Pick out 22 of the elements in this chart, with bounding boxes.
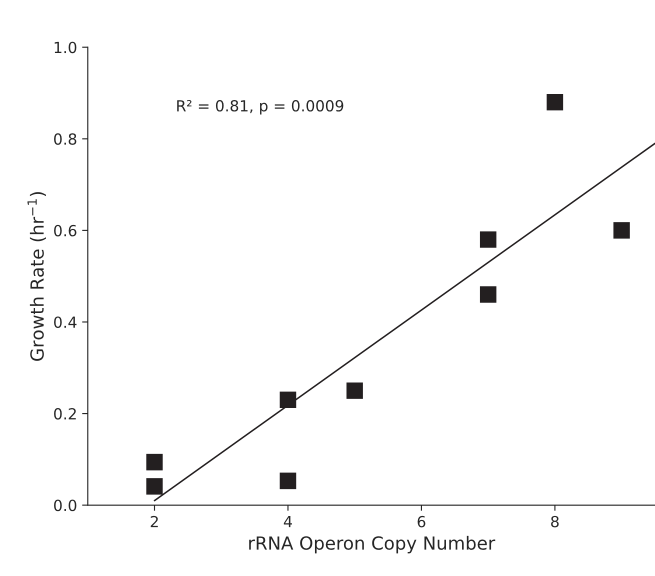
y-tick-label: 0.2 xyxy=(54,408,76,420)
annotation: R² = 0.81, p = 0.0009 xyxy=(177,100,344,115)
x-tick-label: 8 xyxy=(551,516,559,528)
point xyxy=(146,478,163,495)
x-tick-label: 6 xyxy=(418,516,426,528)
y-tick-label: 0.4 xyxy=(54,316,76,328)
point xyxy=(480,286,496,303)
point xyxy=(146,454,163,470)
point xyxy=(480,231,496,248)
point xyxy=(280,392,296,408)
y-tick-label: 0.8 xyxy=(54,133,76,145)
y-tick-label: 0.6 xyxy=(54,224,76,236)
y-axis-title: Growth Rate (hr$^{−1}$) xyxy=(27,192,46,361)
x-tick-label: 4 xyxy=(284,516,292,528)
x-axis-title: rRNA Operon Copy Number xyxy=(249,536,496,554)
point xyxy=(280,472,296,490)
point xyxy=(546,94,564,110)
x-tick-label: 2 xyxy=(150,516,158,528)
y-tick-label: 1.0 xyxy=(54,42,76,54)
point xyxy=(613,222,630,239)
point xyxy=(346,382,363,399)
y-tick-label: 0.0 xyxy=(54,500,76,512)
